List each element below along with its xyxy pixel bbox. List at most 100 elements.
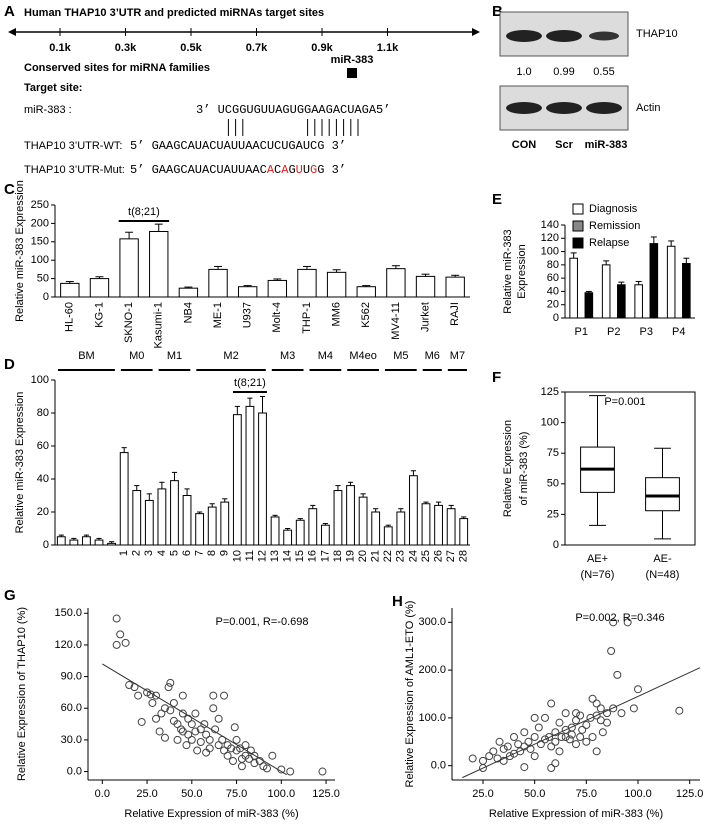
panel-label: C (4, 181, 15, 198)
utr-tick-label: 0.7k (246, 42, 268, 54)
x-tick-label: 22 (382, 550, 394, 562)
point (609, 704, 618, 713)
point (250, 751, 259, 760)
point (596, 704, 605, 713)
group-label: M4eo (349, 350, 377, 362)
point (516, 747, 525, 756)
x-tick-label: 25 (420, 550, 432, 562)
point (592, 747, 601, 756)
target-label: Target site: (24, 82, 82, 94)
point (545, 733, 554, 741)
point (623, 618, 632, 627)
legend-swatch (572, 220, 584, 232)
point (112, 614, 121, 623)
point (530, 733, 539, 741)
x-tick-label: 3 (143, 550, 155, 556)
point (137, 717, 146, 726)
x-tick-label: 17 (319, 550, 331, 562)
point (495, 737, 504, 746)
sequence-segment: A (267, 163, 275, 177)
bar (237, 286, 258, 298)
legend-label: Remission (589, 220, 640, 232)
bar (94, 539, 104, 546)
x-tick-label: 100.0 (624, 788, 652, 800)
lane-label: Scr (555, 139, 573, 151)
point (541, 713, 549, 722)
x-tick-label: U937 (242, 302, 254, 328)
point (205, 735, 214, 744)
wt-sequence: 5’ GAAGCAUACUAUUAACUCUGAUCG 3’ (130, 139, 346, 153)
point (479, 756, 487, 765)
point (121, 638, 130, 647)
point (551, 737, 560, 746)
point (286, 767, 295, 776)
quantification: 1.0 (516, 66, 531, 78)
x-tick-label: 5 (168, 550, 180, 556)
protein-label: Actin (636, 102, 660, 114)
x-tick-label: P2 (607, 326, 620, 338)
point (178, 709, 187, 718)
x-tick-label: 50.0 (524, 788, 545, 800)
quantification: 0.55 (593, 66, 614, 78)
point (634, 685, 642, 694)
x-tick-label: 25.0 (472, 788, 493, 800)
utr-tick-label: 0.1k (49, 42, 71, 54)
point (148, 698, 157, 707)
point (541, 735, 549, 744)
point (547, 764, 556, 773)
y-tick-label: 100 (31, 374, 49, 386)
point (191, 709, 200, 718)
bar (371, 511, 381, 546)
point (530, 713, 539, 722)
bar (82, 536, 91, 546)
group-label: M3 (280, 350, 295, 362)
point (485, 752, 494, 761)
sequence-segment: G (310, 163, 317, 177)
trendline (462, 667, 701, 779)
point (228, 757, 237, 766)
bar (60, 282, 80, 298)
x-tick-label: 12 (256, 550, 268, 562)
bar (207, 506, 217, 546)
point (578, 725, 587, 734)
sequence-segment: G 3’ (317, 163, 346, 177)
y-tick-label: 200.0 (418, 664, 446, 676)
group-label: M7 (450, 350, 465, 362)
x-tick-label: Molt-4 (271, 302, 283, 333)
point (187, 735, 196, 744)
point (609, 618, 618, 627)
point (499, 744, 508, 753)
y-tick-label: 120 (541, 232, 559, 244)
x-tick-label: 100.0 (268, 788, 296, 800)
y-axis-label: Relative Expression of THAP10 (%) (16, 607, 28, 781)
utr-tick-label: 0.9k (311, 42, 333, 54)
x-tick-label: ME-1 (212, 302, 224, 328)
bar (119, 452, 129, 546)
annotation: P=0.001, R=-0.698 (216, 616, 309, 628)
bar (445, 276, 465, 298)
wt-name: THAP10 3’UTR-WT: (24, 140, 122, 152)
bar (356, 286, 376, 298)
point (134, 691, 143, 700)
x-tick-label: 8 (206, 550, 218, 556)
point (193, 746, 202, 755)
mut-sequence: 5’ GAAGCAUACUAUUAACACAGUUGG 3’ (130, 163, 346, 177)
x-tick-label: 13 (269, 550, 281, 562)
bar (346, 485, 355, 546)
point (557, 733, 566, 741)
point (524, 737, 533, 746)
point (237, 762, 246, 771)
x-axis-label: Relative Expression of miR-383 (%) (489, 808, 663, 820)
point (160, 733, 169, 742)
y-tick-label: 0.0 (431, 760, 446, 772)
y-tick-label: 0.0 (67, 765, 82, 777)
bar (208, 268, 228, 298)
x-tick-label: 19 (344, 550, 356, 562)
annotation: t(8;21) (128, 206, 160, 218)
bar (634, 284, 643, 319)
annotation: P=0.002, R=0.346 (575, 612, 664, 624)
x-tick-label: 14 (282, 550, 294, 562)
bar (270, 516, 280, 546)
bar (396, 511, 406, 546)
group-label: M4 (318, 350, 333, 362)
